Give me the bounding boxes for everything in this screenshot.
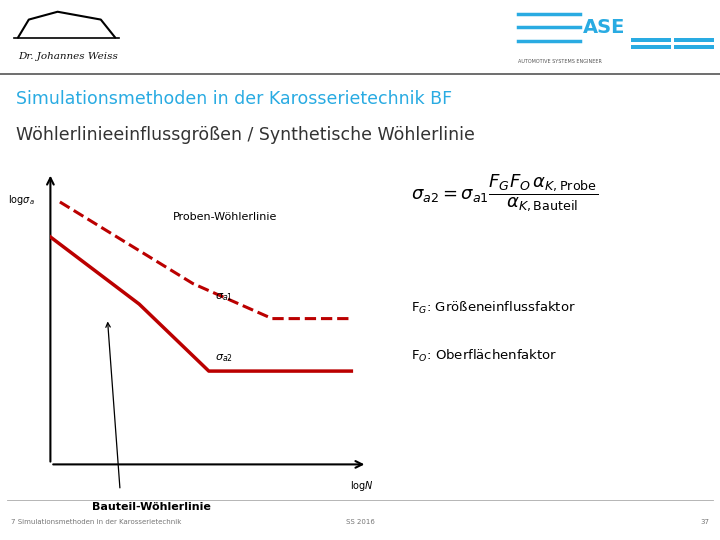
- Bar: [674, 38, 714, 42]
- Text: log$N$: log$N$: [350, 479, 374, 493]
- Text: AUTOMOTIVE SYSTEMS ENGINEER: AUTOMOTIVE SYSTEMS ENGINEER: [518, 58, 602, 64]
- Text: ASE: ASE: [583, 18, 626, 37]
- Text: 7 Simulationsmethoden in der Karosserietechnik: 7 Simulationsmethoden in der Karosseriet…: [11, 518, 181, 524]
- Text: Wöhlerlinieeinflussgrößen / Synthetische Wöhlerlinie: Wöhlerlinieeinflussgrößen / Synthetische…: [16, 126, 474, 144]
- Bar: [631, 45, 671, 49]
- Text: Simulationsmethoden in der Karosserietechnik BF: Simulationsmethoden in der Karosserietec…: [16, 90, 452, 107]
- Text: Proben-Wöhlerlinie: Proben-Wöhlerlinie: [173, 212, 276, 221]
- Text: Bauteil-Wöhlerlinie: Bauteil-Wöhlerlinie: [91, 502, 210, 512]
- Bar: [631, 38, 671, 42]
- Text: log$\sigma_a$: log$\sigma_a$: [8, 193, 35, 207]
- Text: F$_G$: Größeneinflussfaktor: F$_G$: Größeneinflussfaktor: [412, 300, 576, 316]
- Bar: [674, 45, 714, 49]
- Text: $\sigma_{a2}$: $\sigma_{a2}$: [215, 352, 233, 364]
- Text: $\sigma_{a2} = \sigma_{a1} \dfrac{F_G F_O \,\alpha_{K,\mathrm{Probe}}}{\alpha_{K: $\sigma_{a2} = \sigma_{a1} \dfrac{F_G F_…: [412, 173, 598, 213]
- Text: $\sigma_{a1}$: $\sigma_{a1}$: [215, 291, 233, 302]
- Text: F$_O$: Oberflächenfaktor: F$_O$: Oberflächenfaktor: [412, 348, 558, 364]
- Text: SS 2016: SS 2016: [346, 518, 374, 524]
- Text: 37: 37: [701, 518, 709, 524]
- Text: Dr. Johannes Weiss: Dr. Johannes Weiss: [18, 52, 118, 61]
